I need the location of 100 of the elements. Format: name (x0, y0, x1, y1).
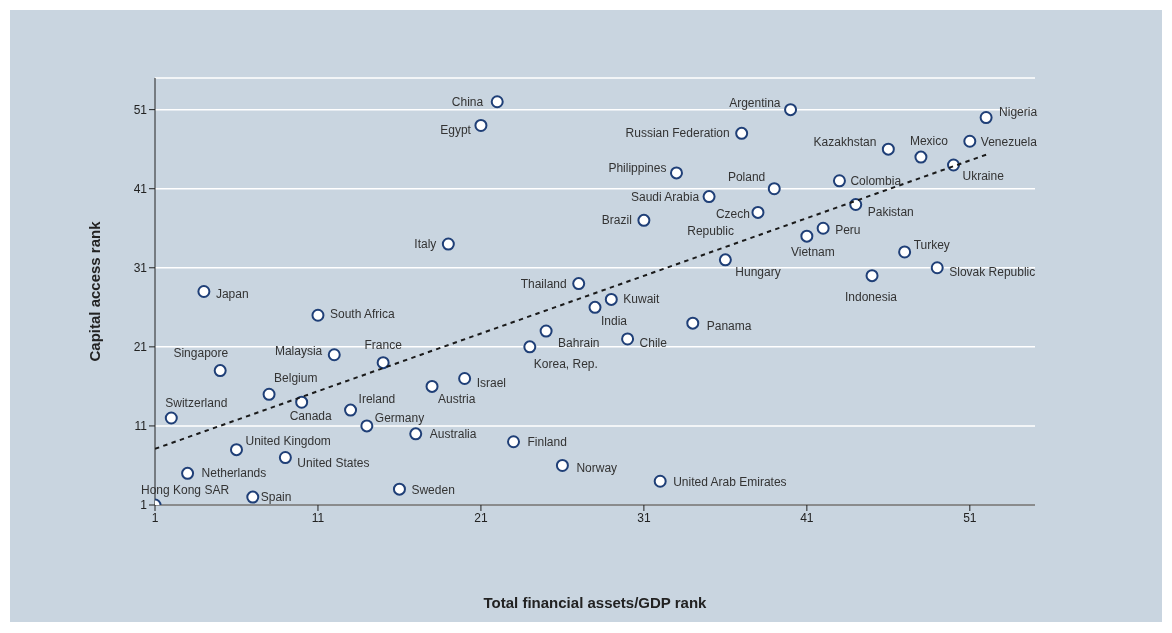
annotation: Hong Kong SAR (141, 483, 230, 497)
annotation: Pakistan (867, 204, 914, 219)
point (278, 451, 292, 465)
annotation: Czech Republic (687, 207, 750, 239)
annotation: Singapore (173, 345, 229, 360)
annotation: Turkey (913, 237, 950, 252)
point (539, 324, 553, 338)
point (295, 395, 309, 409)
point (979, 111, 993, 125)
annotation: Venezuela (980, 135, 1038, 150)
y-tick-label: 51 (133, 102, 148, 117)
annotation: Egypt (440, 123, 472, 138)
annotation: Belgium (274, 371, 318, 386)
point (669, 166, 683, 180)
x-tick-label: 51 (963, 510, 977, 525)
annotation: Brazil (601, 213, 632, 228)
annotation: United Kingdom (245, 433, 331, 448)
annotation: Argentina (729, 95, 781, 110)
point (344, 403, 358, 417)
point (735, 126, 749, 140)
point (197, 285, 211, 298)
annotation: Malaysia (274, 343, 323, 358)
point (832, 174, 846, 188)
point (849, 198, 863, 212)
annotation: Italy (414, 237, 437, 252)
annotation: South Africa (329, 307, 395, 322)
annotation: Ukraine (962, 168, 1005, 183)
annotation: Bahrain (558, 336, 600, 351)
y-tick-label: 31 (133, 261, 148, 276)
point (229, 443, 243, 457)
annotation: Saudi Arabia (631, 189, 700, 204)
point (376, 356, 390, 370)
annotation: Kuwait (623, 292, 660, 307)
x-axis-title: Total financial assets/GDP rank (483, 593, 708, 611)
point (507, 435, 521, 449)
annotation: Spain (260, 490, 292, 505)
y-axis-title: Capital access rank (86, 220, 104, 362)
point (963, 134, 977, 148)
annotation: China (451, 94, 484, 109)
annotation: Switzerland (165, 396, 228, 411)
annotation: United States (297, 455, 370, 470)
annotation: Russian Federation (625, 126, 730, 141)
point (360, 419, 374, 433)
point (164, 411, 178, 425)
annotation: Philippines (608, 160, 667, 175)
annotation: Hungary (735, 264, 781, 279)
point (653, 474, 667, 488)
annotation: Vietnam (790, 245, 835, 260)
annotation: Ireland (358, 392, 396, 407)
annotation: Slovak Republic (949, 264, 1036, 279)
annotation: Korea, Rep. (533, 356, 598, 371)
point (816, 221, 830, 235)
point (588, 300, 602, 314)
annotation: Indonesia (845, 289, 898, 304)
annotation: Austria (438, 392, 476, 407)
annotation: Nigeria (999, 104, 1038, 119)
point (458, 371, 472, 385)
y-tick-label: 11 (134, 419, 148, 434)
y-tick-label: 21 (133, 340, 148, 355)
point (327, 348, 341, 362)
y-tick-label: 1 (140, 498, 148, 513)
annotation: Sweden (411, 483, 455, 498)
y-tick-label: 41 (133, 181, 148, 196)
x-tick-label: 11 (311, 510, 325, 525)
annotation: Thailand (520, 276, 567, 291)
annotation: Panama (706, 319, 752, 334)
point (930, 261, 944, 275)
point (441, 237, 455, 251)
annotation: Chile (639, 335, 668, 350)
annotation: Finland (527, 434, 567, 449)
point (490, 95, 504, 109)
point (311, 308, 325, 322)
point (555, 458, 569, 472)
annotation: Mexico (909, 134, 949, 149)
point (767, 182, 781, 196)
annotation: Colombia (850, 173, 902, 188)
point (181, 466, 195, 480)
point (898, 245, 912, 259)
point (523, 340, 537, 354)
annotation: France (364, 337, 403, 352)
point (914, 150, 928, 164)
point (637, 213, 651, 227)
annotation: Netherlands (201, 466, 267, 481)
annotation: Israel (476, 376, 506, 391)
point (751, 205, 765, 219)
x-tick-label: 31 (637, 510, 651, 525)
point (572, 277, 586, 291)
annotation: United Arab Emirates (673, 475, 787, 490)
annotation: India (601, 314, 628, 329)
x-tick-label: 1 (151, 510, 159, 525)
point (865, 269, 879, 283)
point (409, 427, 423, 441)
point (800, 229, 814, 243)
point (686, 316, 700, 330)
annotation: Kazakhstan (813, 135, 877, 150)
point (718, 253, 732, 267)
annotation: Norway (576, 461, 618, 476)
annotation: Poland (727, 169, 766, 184)
point (881, 142, 895, 156)
annotation: Germany (374, 410, 425, 425)
